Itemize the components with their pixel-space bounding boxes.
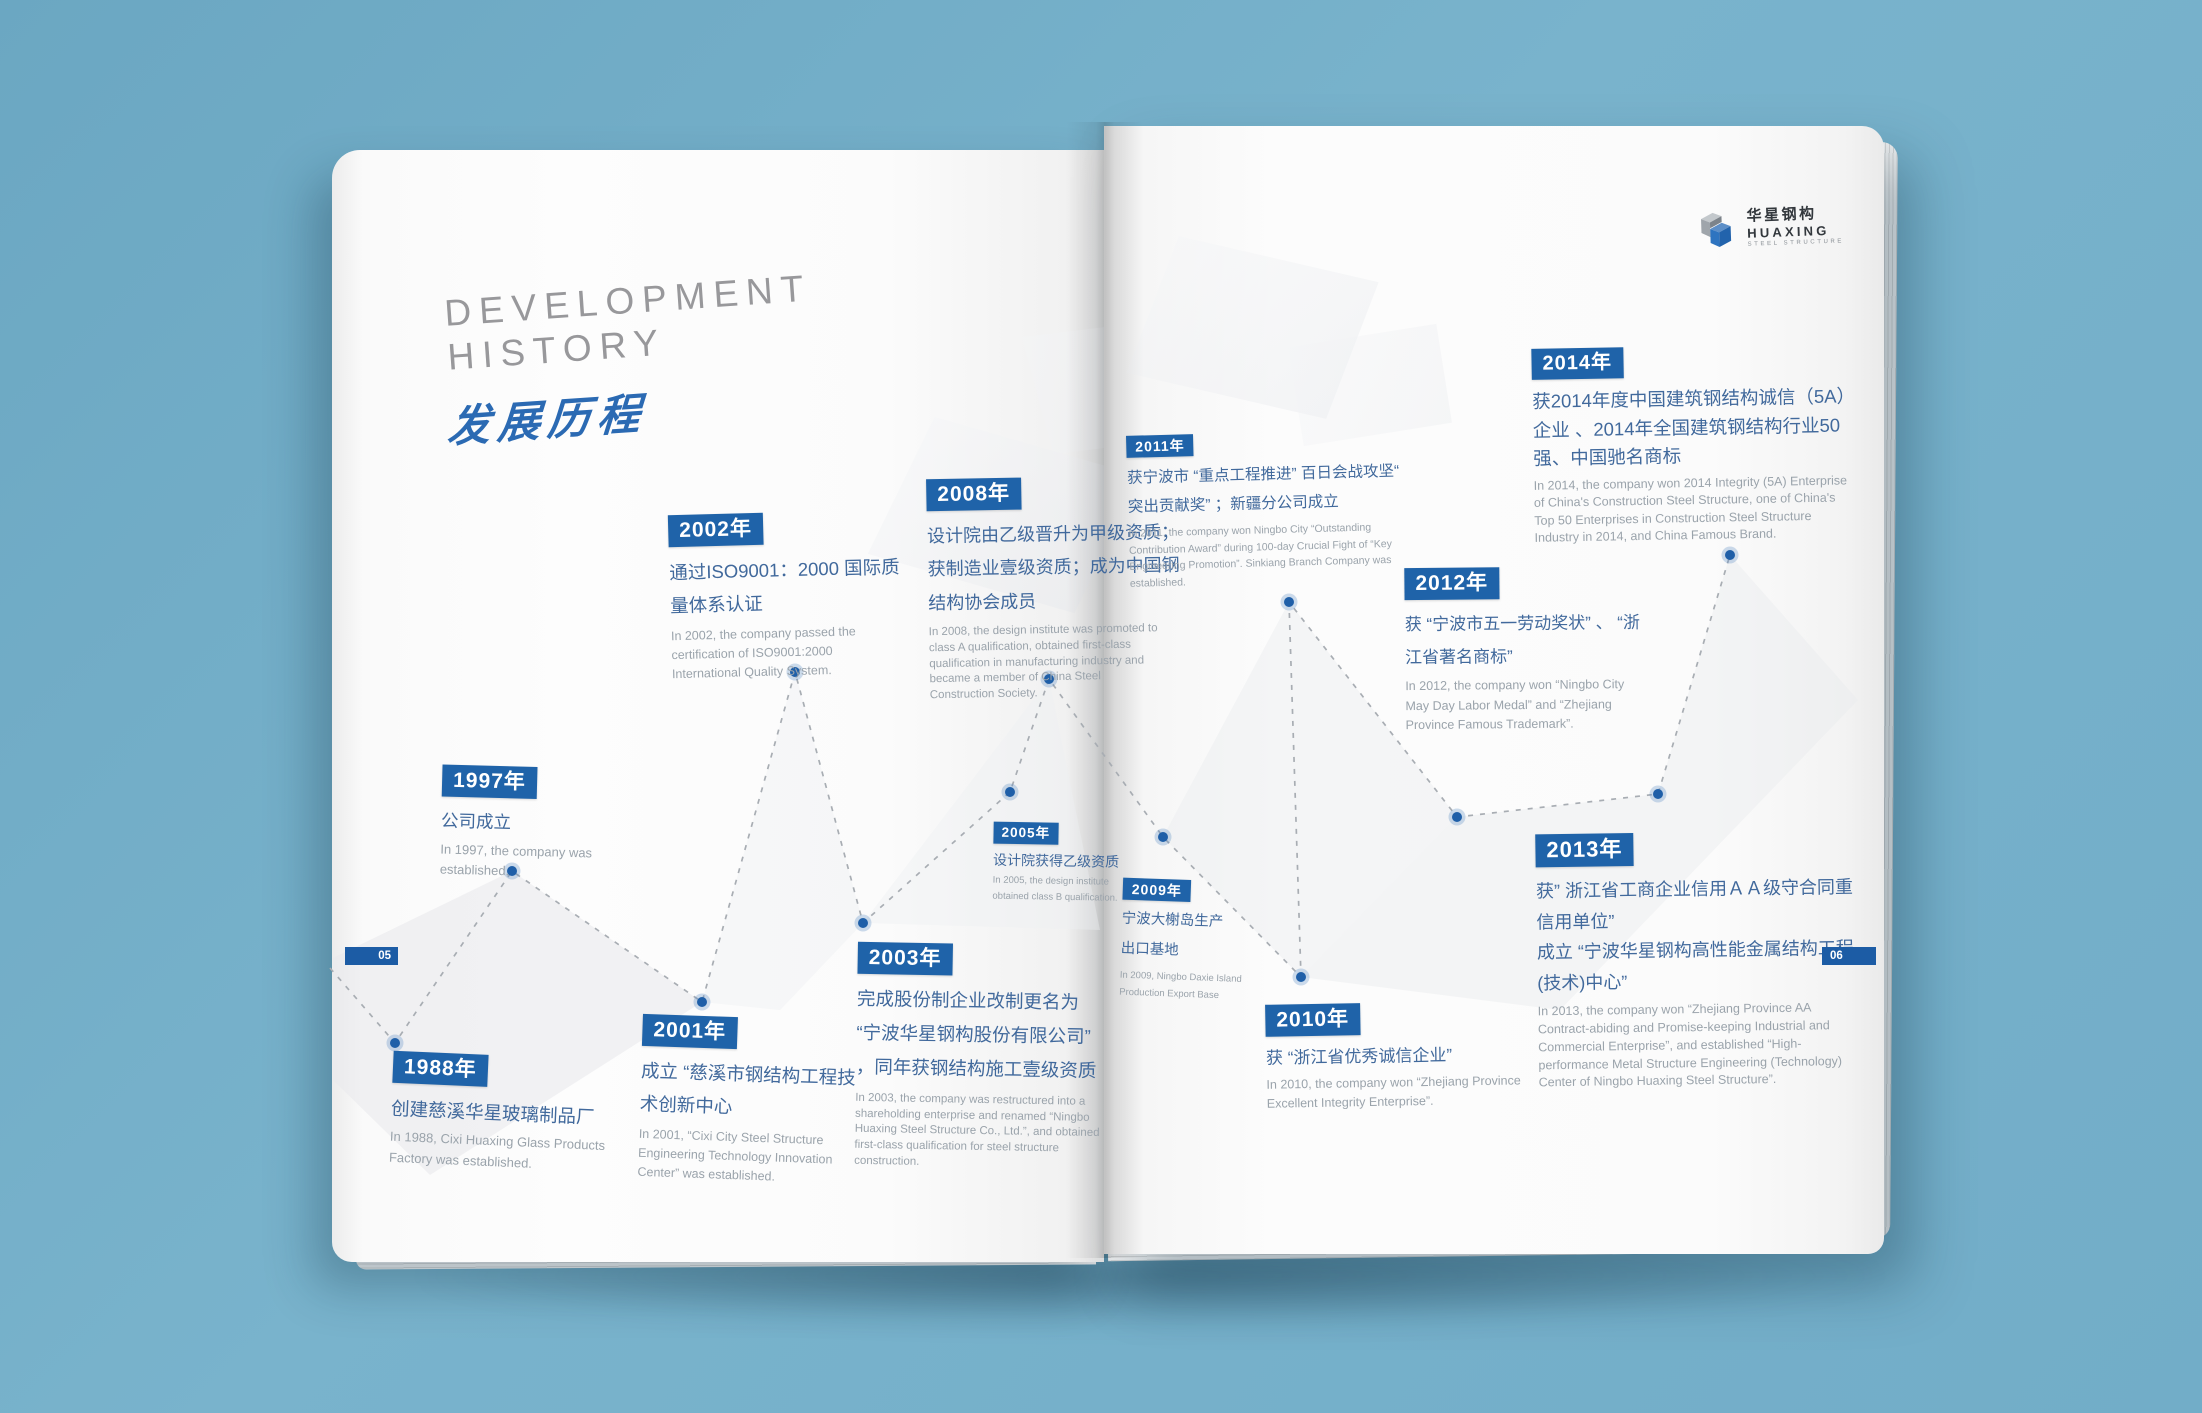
page-number-left: 05 bbox=[345, 947, 398, 965]
year-badge: 2011年 bbox=[1125, 434, 1194, 458]
company-logo: 华星钢构 HUAXING STEEL STRUCTURE bbox=[1693, 202, 1844, 251]
year-badge: 1997年 bbox=[441, 764, 538, 800]
year-badge: 2013年 bbox=[1535, 832, 1634, 868]
cube-watermark bbox=[1288, 323, 1452, 447]
entry-desc-en: In 2013, the company won “Zhejiang Provi… bbox=[1537, 1000, 1843, 1090]
entry-desc-en: In 2012, the company won “Ningbo City Ma… bbox=[1405, 677, 1625, 733]
entry-desc-en: In 2001, “Cixi City Steel Structure Engi… bbox=[637, 1126, 833, 1184]
page-number-right: 06 bbox=[1822, 947, 1876, 965]
entry-title-zh: 通过ISO9001：2000 国际质量体系认证 bbox=[669, 556, 900, 617]
entry-title-zh: 获 “浙江省优秀诚信企业” bbox=[1265, 1045, 1453, 1068]
entry-title-zh: 设计院获得乙级资质 bbox=[992, 851, 1120, 870]
cube-watermark bbox=[1021, 315, 1104, 455]
entry-desc-en: In 2008, the design institute was promot… bbox=[928, 622, 1158, 702]
timeline-entry-2003: 2003年 完成股份制企业改制更名为 “宁波华星钢构股份有限公司” ，同年获钢结… bbox=[854, 941, 1113, 1174]
entry-title-zh: 成立 “慈溪市钢结构工程技术创新中心 bbox=[639, 1059, 857, 1118]
entry-title-zh: 获2014年度中国建筑钢结构诚信（5A）企业 、2014年全国建筑钢结构行业50… bbox=[1532, 385, 1846, 470]
timeline-entry-2011: 2011年 获宁波市 “重点工程推进” 百日会战攻坚“ 突出贡献奖” ；新疆分公… bbox=[1125, 428, 1425, 593]
cube-watermark bbox=[1126, 236, 1379, 419]
year-badge: 2010年 bbox=[1265, 1003, 1361, 1037]
entry-desc-en: In 2002, the company passed the certific… bbox=[670, 623, 856, 682]
year-badge: 2009年 bbox=[1122, 877, 1192, 903]
timeline-entry-2009: 2009年 宁波大榭岛生产出口基地 In 2009, Ningbo Daxie … bbox=[1119, 877, 1258, 1006]
entry-title-zh: 获” 浙江省工商企业信用ＡＡ级守合同重信用单位” 成立 “宁波华星钢构高性能金属… bbox=[1535, 876, 1854, 994]
entry-title-zh: 公司成立 bbox=[440, 810, 512, 833]
timeline-entry-2014: 2014年 获2014年度中国建筑钢结构诚信（5A）企业 、2014年全国建筑钢… bbox=[1531, 343, 1859, 547]
entry-desc-en: In 2010, the company won “Zhejiang Provi… bbox=[1266, 1073, 1521, 1111]
timeline-entry-1997: 1997年 公司成立 In 1997, the company was esta… bbox=[439, 764, 633, 886]
entry-title-zh: 宁波大榭岛生产出口基地 bbox=[1120, 910, 1224, 959]
year-badge: 2001年 bbox=[641, 1013, 738, 1050]
year-badge: 2014年 bbox=[1531, 347, 1624, 380]
year-badge: 2005年 bbox=[993, 821, 1059, 845]
entry-title-zh: 完成股份制企业改制更名为 “宁波华星钢构股份有限公司” ，同年获钢结构施工壹级资… bbox=[855, 987, 1097, 1082]
entry-title-zh: 获宁波市 “重点工程推进” 百日会战攻坚“ 突出贡献奖” ；新疆分公司成立 bbox=[1126, 462, 1400, 517]
year-badge: 2002年 bbox=[667, 512, 764, 548]
timeline-entry-2001: 2001年 成立 “慈溪市钢结构工程技术创新中心 In 2001, “Cixi … bbox=[637, 1013, 883, 1191]
entry-title-zh: 获 “宁波市五一劳动奖状” 、 “浙江省著名商标” bbox=[1404, 613, 1640, 668]
entry-desc-en: In 2014, the company won 2014 Integrity … bbox=[1533, 473, 1848, 545]
entry-desc-en: In 2011, the company won Ningbo City “Ou… bbox=[1128, 521, 1393, 591]
entry-desc-en: In 2009, Ningbo Daxie Island Production … bbox=[1119, 970, 1242, 1002]
entry-desc-en: In 1997, the company was established. bbox=[439, 841, 593, 879]
year-badge: 1988年 bbox=[392, 1050, 489, 1087]
year-badge: 2008年 bbox=[926, 477, 1022, 512]
year-badge: 2003年 bbox=[857, 941, 953, 976]
timeline-entry-2012: 2012年 获 “宁波市五一劳动奖状” 、 “浙江省著名商标” In 2012,… bbox=[1404, 566, 1650, 736]
year-badge: 2012年 bbox=[1404, 567, 1500, 601]
page-title: DEVELOPMENT HISTORY 发展历程 bbox=[443, 266, 821, 455]
entry-desc-en: In 2003, the company was restructured in… bbox=[854, 1091, 1100, 1168]
huaxing-cube-logo-icon bbox=[1701, 212, 1732, 248]
timeline-entry-2002: 2002年 通过ISO9001：2000 国际质量体系认证 In 2002, t… bbox=[667, 509, 917, 685]
logo-text-block: 华星钢构 HUAXING STEEL STRUCTURE bbox=[1746, 202, 1844, 249]
